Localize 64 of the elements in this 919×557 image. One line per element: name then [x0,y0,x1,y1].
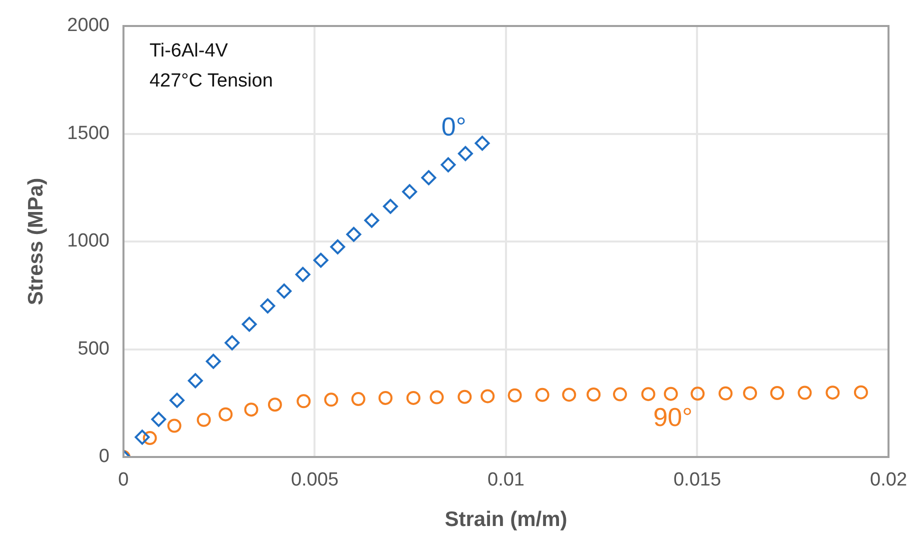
point [474,136,490,151]
point [378,390,392,405]
point [206,354,221,369]
point [170,392,185,408]
y-tick-label: 1500 [67,122,110,144]
point [421,170,436,186]
point [296,394,311,408]
point [196,412,211,427]
point [508,388,522,402]
point [151,412,166,427]
point [854,385,868,400]
point [798,386,812,400]
point [242,316,257,332]
point [167,418,182,433]
point [382,198,398,214]
point [406,390,420,405]
point [351,392,366,406]
point [690,386,705,401]
point [218,407,233,422]
point [402,184,418,200]
point [562,388,576,402]
point [440,157,456,172]
point [718,386,733,400]
x-tick-label: 0.01 [487,470,524,491]
y-tick-label: 500 [78,338,110,360]
point [458,390,472,404]
point [330,239,346,254]
point [458,146,473,162]
point [268,398,282,412]
point [664,386,678,401]
point [244,402,258,417]
x-tick-label: 0.015 [673,470,722,491]
x-tick-label: 0.005 [290,470,338,491]
point [743,386,758,400]
point [224,335,240,350]
point [313,252,328,268]
point [134,430,150,445]
point [346,226,362,242]
point [295,266,310,282]
x-axis-title: Strain (m/m) [444,508,568,532]
point [641,387,656,402]
point [142,431,157,446]
annotation: 427°C Tension [149,70,273,92]
y-tick-label: 0 [98,446,110,468]
point [770,386,784,400]
point [535,388,550,402]
point [586,388,601,402]
point [324,392,338,407]
point [826,386,840,400]
series-label: 0° [441,111,466,142]
y-tick-label: 2000 [67,15,110,36]
point [430,390,444,404]
point [260,298,276,314]
series-label: 90° [653,402,693,432]
y-tick-label: 1000 [67,230,110,252]
annotation: Ti-6Al-4V [149,40,228,62]
point [364,212,380,228]
x-tick-label: 0.02 [870,470,907,491]
point [480,389,495,404]
x-tick-label: 0 [118,470,129,491]
point [188,373,203,388]
y-axis-title: Stress (MPa) [24,178,48,306]
point [612,387,627,402]
point [276,284,292,299]
